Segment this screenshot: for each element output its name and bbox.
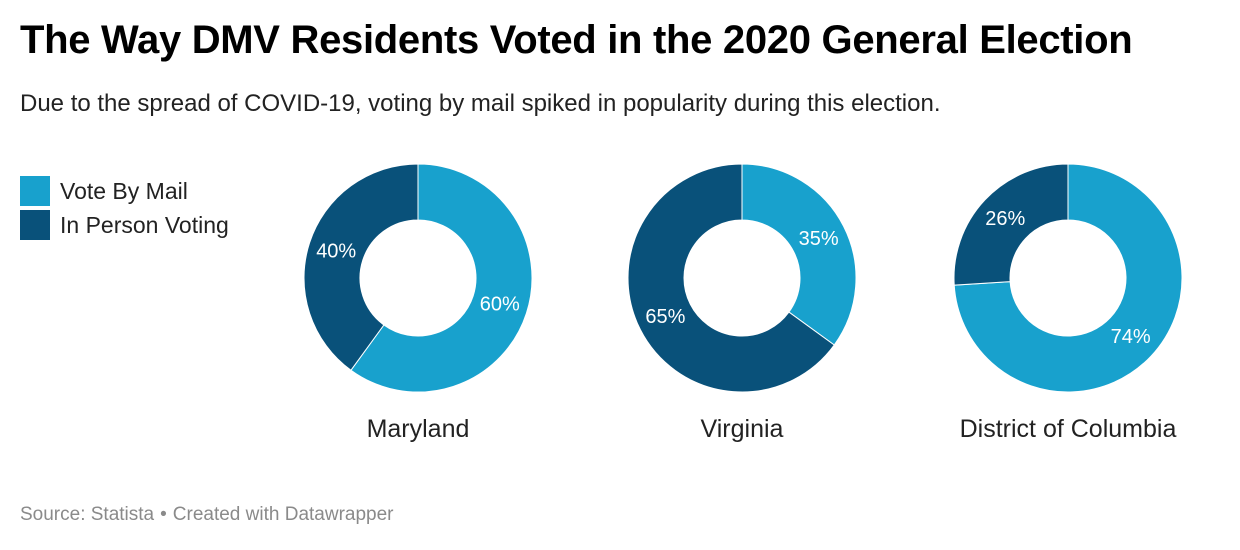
donut-district-of-columbia: 74% 26% District of Columbia xyxy=(953,163,1183,443)
legend-item-in-person-voting: In Person Voting xyxy=(20,208,229,242)
chart-title: The Way DMV Residents Voted in the 2020 … xyxy=(20,18,1133,62)
source-text: Source: Statista xyxy=(20,504,155,525)
legend-swatch-vote-by-mail xyxy=(20,176,50,206)
data-label-district-of-columbia-vote-by-mail: 74% xyxy=(1111,326,1151,348)
data-label-virginia-in-person-voting: 65% xyxy=(645,306,685,328)
slice-maryland-in-person-voting xyxy=(303,163,419,371)
legend: Vote By Mail In Person Voting xyxy=(20,174,229,242)
footer: Source: Statista • Created with Datawrappe… xyxy=(20,504,394,526)
chart-subtitle: Due to the spread of COVID-19, voting by… xyxy=(20,90,941,117)
data-label-district-of-columbia-in-person-voting: 26% xyxy=(985,208,1025,230)
chart-label-maryland: Maryland xyxy=(367,415,470,443)
footer-separator: • xyxy=(160,504,167,525)
legend-swatch-in-person-voting xyxy=(20,210,50,240)
legend-label-in-person-voting: In Person Voting xyxy=(60,211,229,238)
slice-maryland-vote-by-mail xyxy=(350,163,533,393)
credit-text: Created with Datawrapper xyxy=(172,504,394,525)
donut-virginia: 35% 65% Virginia xyxy=(627,163,857,443)
data-label-virginia-vote-by-mail: 35% xyxy=(799,228,839,250)
slice-district-of-columbia-in-person-voting xyxy=(953,163,1069,286)
slice-virginia-in-person-voting xyxy=(627,163,835,393)
data-label-maryland-vote-by-mail: 60% xyxy=(480,294,520,316)
slice-district-of-columbia-vote-by-mail xyxy=(953,163,1183,393)
legend-item-vote-by-mail: Vote By Mail xyxy=(20,174,229,208)
data-label-maryland-in-person-voting: 40% xyxy=(316,240,356,262)
chart-label-district-of-columbia: District of Columbia xyxy=(960,415,1177,443)
donut-maryland: 60% 40% Maryland xyxy=(303,163,533,443)
slice-virginia-vote-by-mail xyxy=(741,163,857,346)
chart-label-virginia: Virginia xyxy=(701,415,784,443)
legend-label-vote-by-mail: Vote By Mail xyxy=(60,177,188,204)
